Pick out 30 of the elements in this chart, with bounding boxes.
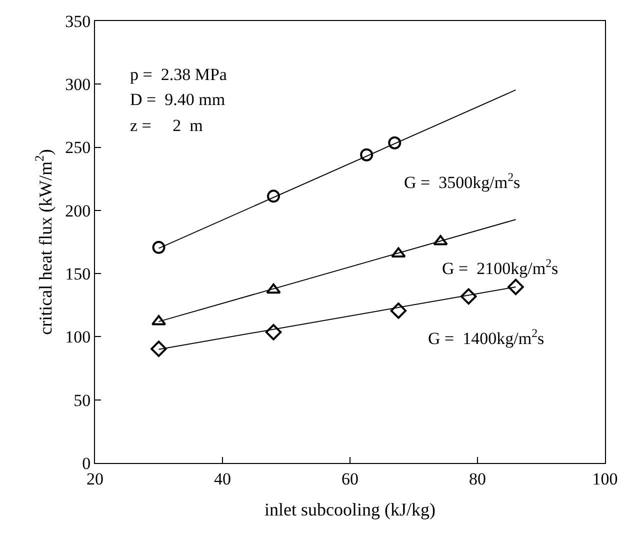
annotation: G = 3500kg/m$^{2}$s — [404, 170, 520, 192]
y-tick-label: 250 — [65, 138, 91, 158]
y-tick-label: 50 — [74, 390, 91, 410]
x-tick-label: 80 — [469, 469, 486, 488]
point — [508, 278, 524, 296]
point — [360, 148, 374, 162]
point — [150, 340, 167, 357]
point — [265, 324, 282, 340]
annotation: D = 9.40 mm — [130, 90, 226, 109]
point — [266, 283, 281, 294]
annotation: z = 2 m — [130, 116, 203, 135]
y-tick-label: 300 — [65, 75, 91, 94]
point — [391, 247, 406, 258]
point — [390, 302, 407, 319]
annotation: p = 2.38 MPa — [130, 65, 228, 84]
y-tick-label: 200 — [65, 201, 91, 220]
point — [433, 234, 448, 246]
x-tick-label: 40 — [214, 469, 231, 488]
x-tick-label: 100 — [592, 469, 618, 488]
y-tick-label: 150 — [65, 264, 91, 284]
y-tick-label: 350 — [65, 12, 91, 31]
point — [152, 240, 166, 254]
x-axis-title: inlet subcooling (kJ/kg) — [264, 500, 436, 520]
point — [267, 190, 280, 203]
y-tick-label: 100 — [65, 328, 91, 347]
point — [460, 288, 477, 305]
x-tick-label: 60 — [342, 469, 358, 488]
annotation: G = 2100kg/m$^{2}$s — [442, 256, 558, 278]
annotation: G = 1400kg/m$^{2}$s — [428, 326, 544, 348]
point — [388, 136, 402, 150]
